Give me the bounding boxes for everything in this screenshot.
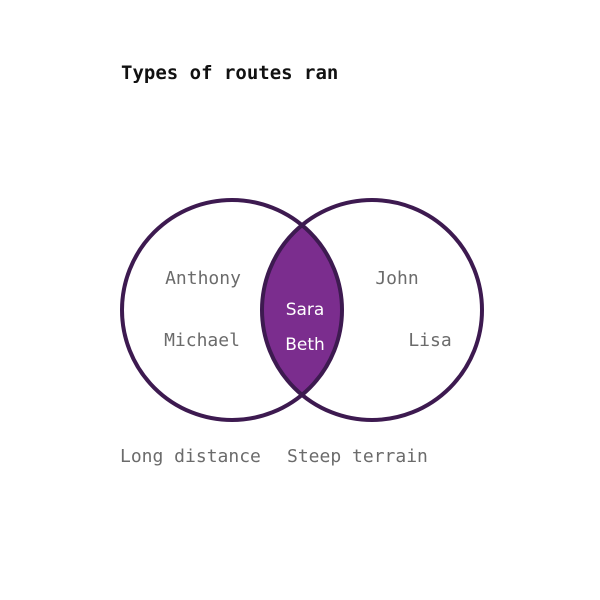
member-anthony: Anthony [165, 268, 241, 289]
diagram-title: Types of routes ran [121, 62, 339, 84]
member-michael: Michael [164, 330, 240, 351]
set-label-steep-terrain: Steep terrain [287, 446, 428, 467]
set-label-long-distance: Long distance [120, 446, 261, 467]
member-lisa: Lisa [408, 330, 451, 351]
member-sara: Sara [286, 300, 325, 320]
set-circle-long-distance [120, 198, 344, 422]
member-beth: Beth [285, 335, 325, 355]
intersection-region [262, 200, 342, 420]
set-circle-steep-terrain [260, 198, 484, 422]
member-john: John [375, 268, 418, 289]
